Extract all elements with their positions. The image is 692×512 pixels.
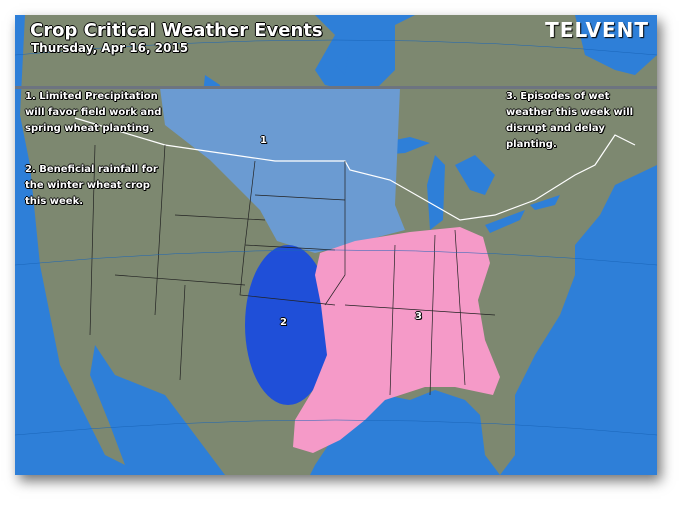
- note-1: 1. Limited Precipitation will favor fiel…: [25, 91, 162, 134]
- region-3-wet-weather: [293, 227, 500, 453]
- map-date: Thursday, Apr 16, 2015: [31, 41, 189, 55]
- state-borders: [89, 144, 496, 396]
- note-2: 2. Beneficial rainfall for the winter wh…: [25, 164, 158, 207]
- latitude-grid: [15, 39, 657, 436]
- weather-map: Crop Critical Weather Events Thursday, A…: [15, 15, 657, 475]
- region-2-label: 2: [280, 317, 287, 328]
- region-1-limited-precipitation: [160, 88, 405, 253]
- note-3: 3. Episodes of wet weather this week wil…: [506, 91, 634, 150]
- region-3-label: 3: [415, 311, 422, 322]
- telvent-logo: TELVENT: [545, 18, 649, 42]
- region-1-label: 1: [260, 135, 267, 146]
- map-title: Crop Critical Weather Events: [30, 20, 323, 41]
- region-2-beneficial-rainfall: [245, 245, 331, 405]
- us-canada-border: [74, 117, 636, 221]
- map-canvas: [15, 15, 657, 475]
- divider-line: [15, 86, 657, 89]
